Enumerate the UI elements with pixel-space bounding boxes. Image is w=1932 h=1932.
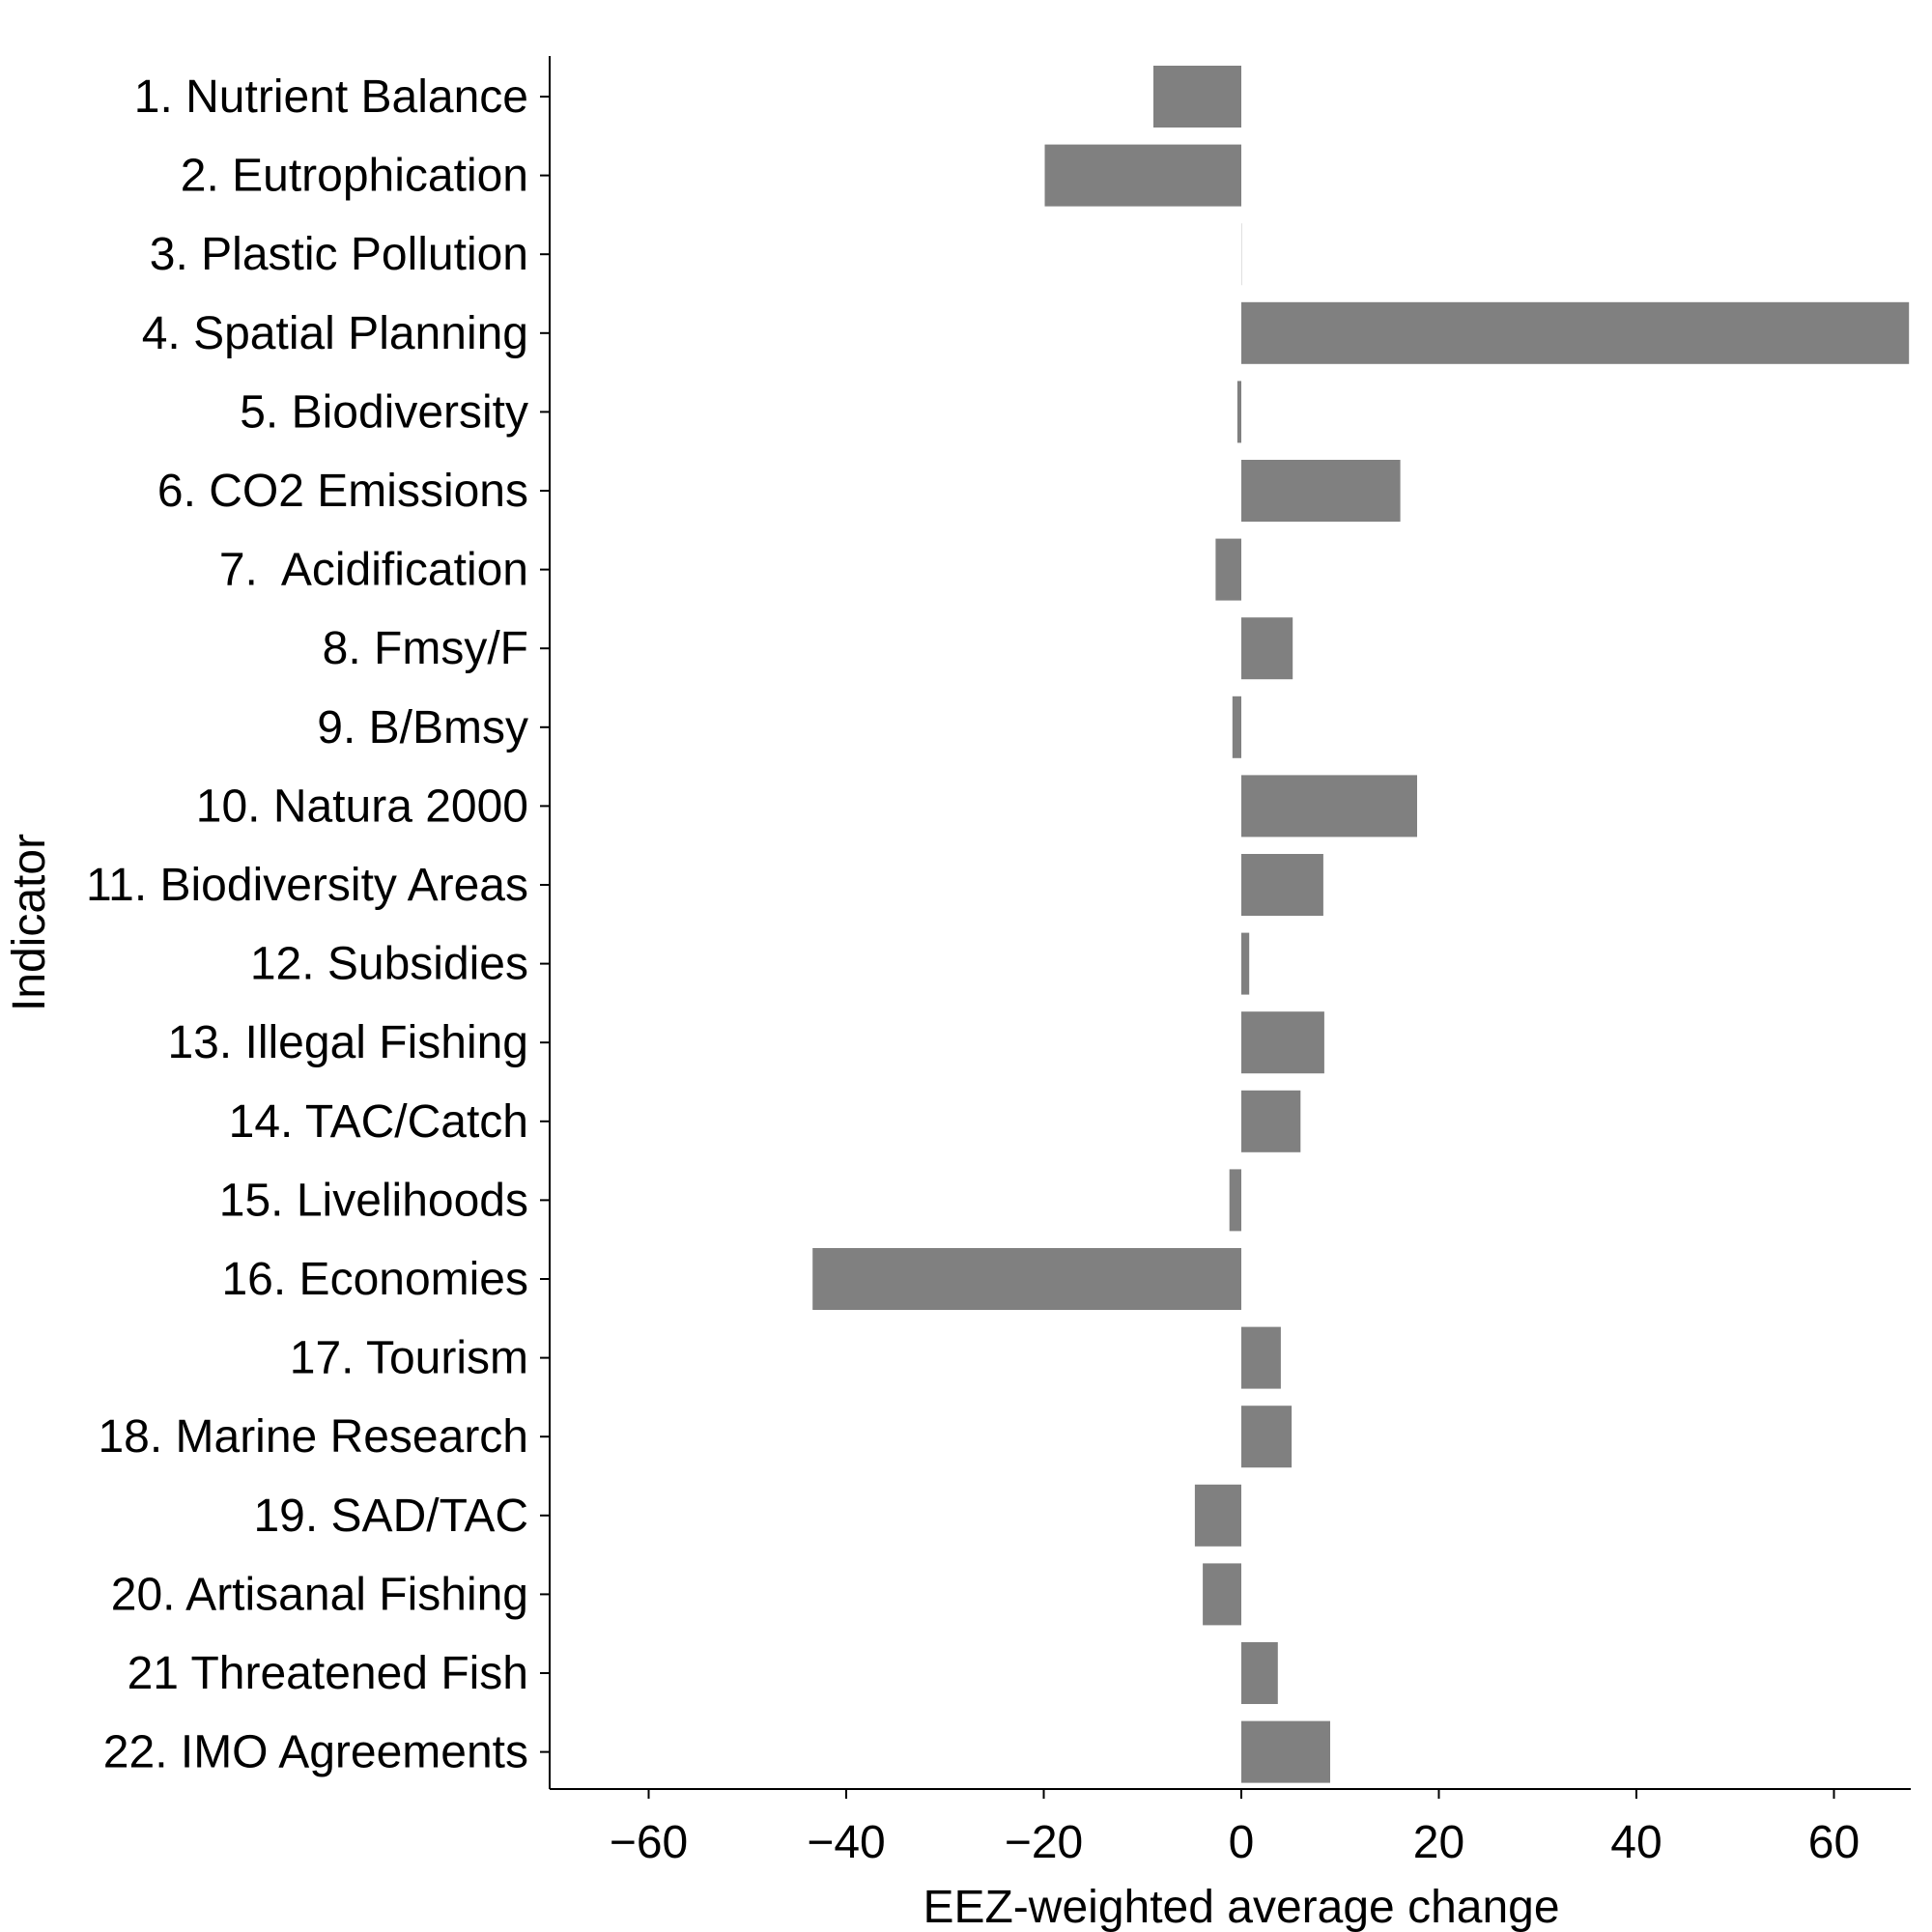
category-label: 17. Tourism (290, 1333, 528, 1384)
bar (812, 1248, 1241, 1310)
bar (1194, 1484, 1241, 1547)
category-label: 15. Livelihoods (219, 1175, 528, 1226)
bar (1241, 775, 1417, 838)
bar (1044, 144, 1241, 207)
x-tick-label: 0 (1229, 1817, 1255, 1868)
category-label: 13. Illegal Fishing (167, 1017, 528, 1068)
bar (1241, 1326, 1281, 1389)
category-label: 1. Nutrient Balance (134, 71, 528, 123)
x-tick-label: −40 (807, 1817, 885, 1868)
bar (1236, 381, 1241, 443)
x-axis-ticks: −60 −40 −20 0 20 40 60 (610, 1789, 1860, 1868)
category-label: 22. IMO Agreements (103, 1727, 528, 1778)
bar (1241, 223, 1242, 286)
bar (1241, 932, 1250, 995)
category-label: 4. Spatial Planning (142, 308, 528, 359)
category-label: 7. Acidification (219, 545, 528, 596)
bar (1241, 1090, 1301, 1152)
x-axis-title: EEZ-weighted average change (923, 1882, 1559, 1932)
bar (1241, 854, 1323, 916)
y-axis-title: Indicator (4, 834, 55, 1011)
category-label: 8. Fmsy/F (323, 623, 528, 674)
bar (1229, 1169, 1241, 1232)
category-label: 5. Biodiversity (240, 386, 528, 438)
bar (1203, 1563, 1241, 1626)
category-label: 18. Marine Research (98, 1411, 528, 1463)
bar (1241, 617, 1293, 680)
category-label: 6. CO2 Emissions (157, 466, 528, 517)
category-label: 3. Plastic Pollution (150, 229, 528, 280)
bars-group (812, 66, 1910, 1783)
x-tick-label: −60 (610, 1817, 688, 1868)
bar (1241, 1720, 1330, 1783)
bar (1241, 301, 1910, 364)
category-label: 19. SAD/TAC (253, 1491, 528, 1542)
category-label: 11. Biodiversity Areas (86, 860, 528, 911)
bar (1232, 696, 1241, 758)
x-tick-label: 60 (1808, 1817, 1860, 1868)
bar (1241, 1011, 1324, 1074)
category-label: 10. Natura 2000 (196, 781, 528, 832)
category-label: 2. Eutrophication (181, 151, 528, 202)
category-label: 20. Artisanal Fishing (111, 1569, 528, 1620)
x-tick-label: 20 (1413, 1817, 1464, 1868)
x-tick-label: 40 (1610, 1817, 1662, 1868)
bar (1153, 66, 1241, 128)
bar (1215, 538, 1241, 601)
category-labels: 1. Nutrient Balance 2. Eutrophication 3. P… (86, 71, 550, 1778)
category-label: 9. B/Bmsy (317, 702, 528, 753)
category-label: 21 Threatened Fish (128, 1648, 528, 1699)
category-label: 12. Subsidies (250, 939, 528, 990)
bar (1241, 1642, 1278, 1704)
category-label: 14. TAC/Catch (229, 1096, 528, 1148)
bar (1241, 460, 1401, 522)
bar (1241, 1406, 1293, 1468)
x-tick-label: −20 (1005, 1817, 1083, 1868)
category-label: 16. Economies (221, 1254, 528, 1305)
